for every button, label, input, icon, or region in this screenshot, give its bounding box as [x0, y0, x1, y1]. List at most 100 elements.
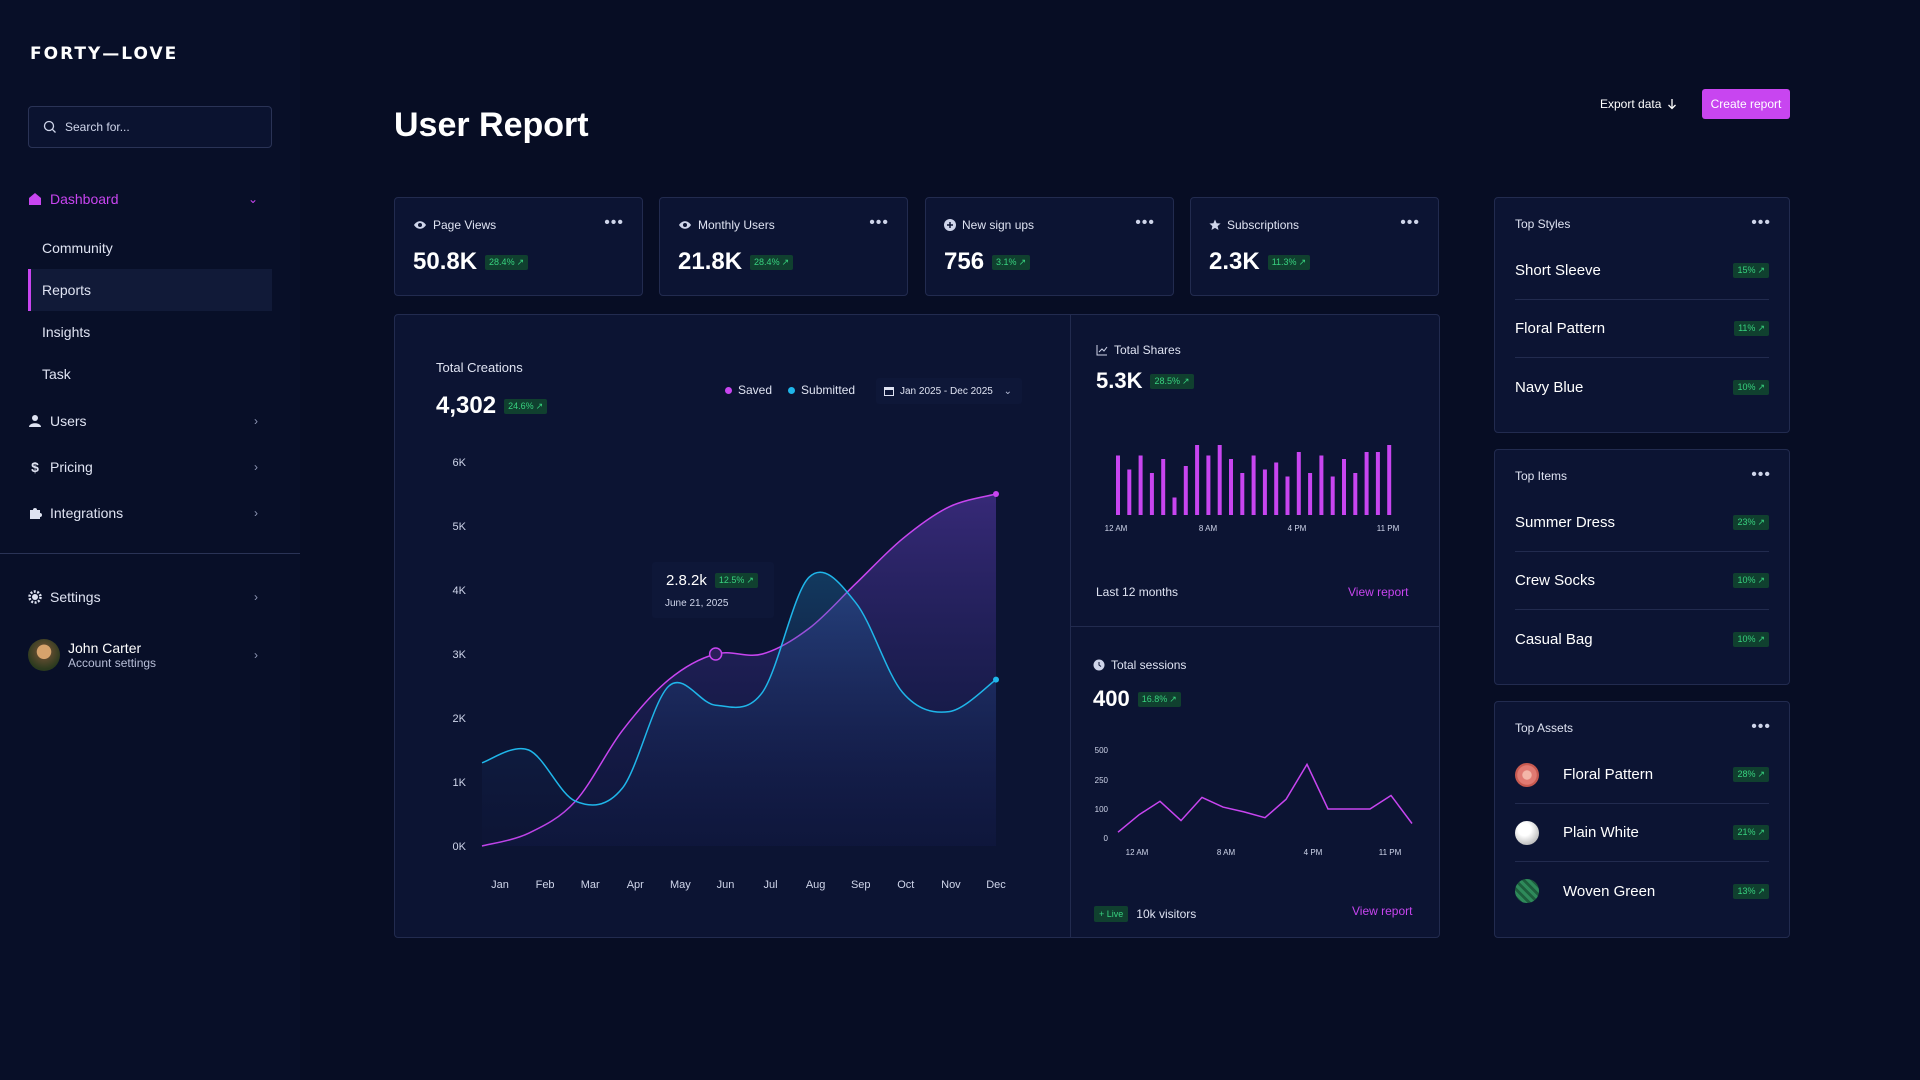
more-options-icon[interactable]: •••: [604, 214, 624, 231]
change-badge: 28% ↗: [1733, 767, 1769, 782]
sidebar-item-label: Task: [42, 366, 71, 382]
list-item[interactable]: Crew Socks 10% ↗: [1515, 552, 1769, 610]
more-options-icon[interactable]: •••: [869, 214, 889, 231]
white-swatch-thumbnail: [1515, 820, 1539, 845]
x-tick-label: Jun: [717, 879, 735, 891]
list-item[interactable]: Short Sleeve 15% ↗: [1515, 242, 1769, 300]
change-badge: 10% ↗: [1733, 379, 1769, 395]
sidebar-item-users[interactable]: Users ›: [28, 405, 272, 437]
chevron-right-icon: ›: [254, 414, 258, 428]
account-settings[interactable]: John Carter Account settings ›: [28, 637, 272, 673]
total-shares-label: Total Shares: [1114, 343, 1181, 357]
more-options-icon[interactable]: •••: [1751, 466, 1771, 483]
tooltip-value: 2.8.2k: [666, 572, 707, 589]
shares-view-report-link[interactable]: View report: [1348, 585, 1409, 599]
sidebar-item-community[interactable]: Community: [28, 227, 272, 269]
chevron-right-icon: ›: [254, 460, 258, 474]
list-item-name: Floral Pattern: [1515, 320, 1606, 337]
change-badge-text: 10%: [1737, 633, 1756, 644]
list-item-name: Floral Pattern: [1563, 766, 1654, 783]
search-input[interactable]: [65, 120, 245, 134]
total-shares-value: 5.3K: [1096, 368, 1143, 393]
change-badge-text: 11%: [1738, 323, 1756, 333]
change-badge-text: 3.1%: [996, 256, 1017, 267]
change-badge-text: 10%: [1737, 381, 1756, 392]
stat-value: 50.8K: [413, 248, 478, 275]
sidebar-item-task[interactable]: Task: [28, 353, 272, 395]
bar: [1364, 452, 1369, 515]
top-styles-card: Top Styles ••• Short Sleeve 15% ↗ Floral…: [1494, 197, 1790, 433]
list-item[interactable]: Navy Blue 10% ↗: [1515, 358, 1769, 416]
list-item[interactable]: Floral Pattern 11% ↗: [1515, 300, 1769, 358]
date-range-select[interactable]: Jan 2025 - Dec 2025 ⌄: [876, 378, 1022, 404]
more-options-icon[interactable]: •••: [1400, 214, 1420, 231]
series-area-submitted: [482, 572, 996, 846]
bar: [1353, 473, 1358, 515]
list-item-name: Crew Socks: [1515, 572, 1596, 589]
x-tick-label: Feb: [536, 879, 555, 891]
more-options-icon[interactable]: •••: [1135, 214, 1155, 231]
sidebar-item-reports[interactable]: Reports: [28, 269, 272, 311]
date-range-value: Jan 2025 - Dec 2025: [900, 385, 993, 397]
stat-value: 2.3K: [1209, 248, 1260, 275]
list-item[interactable]: Woven Green 13% ↗: [1515, 862, 1769, 920]
sidebar-item-dashboard[interactable]: Dashboard ⌄: [28, 183, 272, 215]
x-tick-label: 12 AM: [1105, 524, 1128, 533]
y-tick-label: 4K: [453, 585, 467, 597]
stat-label-text: Subscriptions: [1227, 218, 1300, 232]
sidebar-item-settings[interactable]: Settings ›: [28, 581, 272, 613]
chevron-right-icon: ›: [254, 506, 258, 520]
change-badge: 16.8% ↗: [1137, 691, 1181, 707]
sidebar-item-pricing[interactable]: $ Pricing ›: [28, 451, 272, 483]
list-item[interactable]: Casual Bag 10% ↗: [1515, 610, 1769, 668]
puzzle-icon: [30, 508, 42, 519]
sidebar-item-insights[interactable]: Insights: [28, 311, 272, 353]
visitors-count: 10k visitors: [1136, 907, 1197, 921]
more-options-icon[interactable]: •••: [1751, 214, 1771, 231]
create-report-button[interactable]: Create report: [1702, 89, 1790, 119]
sessions-line: [1117, 762, 1413, 833]
change-badge-text: 24.6%: [508, 400, 534, 411]
total-sessions-value: 400: [1093, 686, 1130, 711]
change-badge-text: 28.4%: [754, 256, 780, 267]
y-tick-label: 0: [1104, 834, 1109, 843]
series-line-submitted: [481, 571, 997, 806]
total-sessions-label-row: Total sessions: [1093, 658, 1186, 672]
total-creations-chart: 0K 1K 2K 3K 4K 5K 6K Jan Feb Mar Apr May Jun Jul Aug Se…: [453, 457, 1007, 891]
total-sessions-label: Total sessions: [1111, 658, 1187, 672]
sidebar-item-integrations[interactable]: Integrations ›: [28, 497, 272, 529]
x-tick-label: Apr: [627, 879, 644, 891]
sidebar-item-label: Settings: [50, 589, 101, 605]
stat-card-monthly-users: Monthly Users ••• 21.8K 28.4% ↗: [659, 197, 908, 296]
more-options-icon[interactable]: •••: [1751, 718, 1771, 735]
list-item[interactable]: Floral Pattern 28% ↗: [1515, 746, 1769, 804]
plus-circle-icon: [944, 219, 956, 231]
user-subtitle: Account settings: [68, 656, 157, 670]
calendar-icon: [884, 387, 894, 396]
list-item-name: Plain White: [1563, 824, 1639, 841]
change-badge-text: 15%: [1737, 265, 1756, 275]
list-item[interactable]: Summer Dress 23% ↗: [1515, 494, 1769, 552]
stat-label: New sign ups: [944, 218, 1034, 232]
sessions-view-report-link[interactable]: View report: [1352, 904, 1413, 918]
sidebar-item-label: Pricing: [50, 459, 93, 475]
card-title: Top Assets: [1515, 721, 1574, 735]
bar: [1319, 455, 1324, 515]
bar: [1308, 473, 1313, 515]
stat-label: Subscriptions: [1209, 218, 1299, 232]
list-item[interactable]: Plain White 21% ↗: [1515, 804, 1769, 862]
search-box[interactable]: [28, 106, 272, 148]
chart-tooltip: 2.8.2k 12.5% ↗ June 21, 2025: [652, 562, 774, 618]
bar: [1149, 473, 1154, 515]
top-items-card: Top Items ••• Summer Dress 23% ↗ Crew So…: [1494, 449, 1790, 685]
total-creations-value: 4,302: [436, 392, 497, 419]
hover-point[interactable]: [708, 647, 723, 661]
export-data-button[interactable]: Export data: [1600, 90, 1677, 118]
change-badge: 24.6% ↗: [504, 398, 548, 414]
search-icon: [43, 120, 56, 133]
x-tick-label: 8 AM: [1199, 524, 1218, 533]
change-badge: 12.5% ↗: [714, 573, 758, 588]
bar: [1116, 455, 1120, 515]
change-badge-text: 16.8%: [1141, 693, 1168, 704]
list-item-name: Woven Green: [1563, 882, 1656, 900]
